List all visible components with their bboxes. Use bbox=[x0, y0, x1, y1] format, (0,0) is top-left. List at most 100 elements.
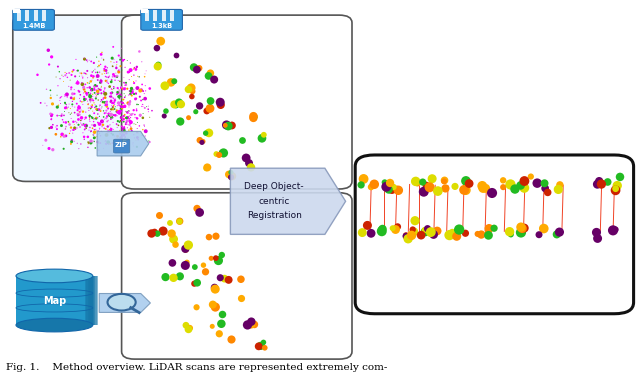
Point bbox=[129, 80, 140, 86]
Point bbox=[64, 110, 74, 116]
Point bbox=[90, 145, 100, 151]
Point bbox=[122, 86, 132, 92]
Point bbox=[108, 119, 118, 125]
Point bbox=[140, 105, 150, 111]
Bar bbox=[85, 276, 93, 325]
Point bbox=[125, 115, 136, 121]
Point bbox=[85, 129, 95, 135]
Point bbox=[477, 183, 487, 189]
Point bbox=[377, 228, 387, 234]
Point bbox=[131, 66, 141, 72]
Point bbox=[94, 113, 104, 119]
Point bbox=[93, 107, 103, 113]
Point bbox=[97, 118, 108, 124]
Point bbox=[132, 135, 143, 141]
Point bbox=[200, 269, 211, 275]
Point bbox=[401, 233, 411, 239]
Point bbox=[112, 124, 122, 130]
Point bbox=[46, 113, 56, 119]
Point bbox=[90, 116, 100, 122]
Point bbox=[99, 68, 109, 74]
Point bbox=[100, 99, 110, 105]
Point bbox=[115, 92, 125, 98]
Point bbox=[143, 106, 154, 112]
Point bbox=[77, 122, 88, 128]
Point bbox=[91, 70, 101, 76]
Point bbox=[106, 86, 116, 92]
Point bbox=[76, 70, 86, 76]
Polygon shape bbox=[97, 132, 149, 156]
Point bbox=[99, 95, 109, 101]
Point bbox=[143, 109, 154, 115]
Point bbox=[102, 65, 113, 71]
Point bbox=[137, 101, 147, 107]
Point bbox=[131, 114, 141, 120]
Point bbox=[92, 69, 102, 75]
Point bbox=[55, 95, 65, 101]
Point bbox=[109, 99, 119, 105]
Point bbox=[112, 121, 122, 127]
Point bbox=[260, 345, 270, 351]
Point bbox=[115, 119, 125, 125]
Point bbox=[106, 96, 116, 102]
Point bbox=[93, 73, 103, 79]
Point bbox=[140, 123, 150, 129]
Point bbox=[253, 343, 264, 349]
Point bbox=[139, 91, 149, 97]
Point bbox=[65, 130, 75, 136]
Point bbox=[96, 78, 106, 84]
Point bbox=[591, 229, 602, 235]
Point bbox=[96, 76, 106, 82]
Point bbox=[120, 93, 131, 99]
Point bbox=[224, 171, 234, 177]
Point bbox=[60, 70, 70, 76]
Point bbox=[116, 131, 126, 137]
Point bbox=[141, 88, 151, 94]
Point bbox=[195, 137, 205, 143]
Point bbox=[92, 107, 102, 113]
Point bbox=[506, 231, 516, 237]
Point bbox=[516, 224, 526, 230]
Point bbox=[84, 113, 95, 119]
Point bbox=[62, 74, 72, 81]
Point bbox=[79, 121, 89, 127]
Point bbox=[118, 126, 129, 132]
Point bbox=[201, 166, 211, 172]
Point bbox=[93, 119, 103, 125]
Point bbox=[104, 113, 115, 119]
Point bbox=[106, 106, 116, 112]
Point bbox=[92, 90, 102, 96]
Point bbox=[119, 137, 129, 143]
Point bbox=[64, 70, 74, 76]
Point bbox=[72, 120, 82, 126]
Point bbox=[115, 106, 125, 112]
Point bbox=[89, 135, 99, 141]
Point bbox=[120, 108, 131, 115]
Point bbox=[99, 57, 109, 63]
Point bbox=[189, 64, 199, 70]
Point bbox=[248, 115, 259, 121]
Point bbox=[145, 114, 155, 120]
Point bbox=[366, 184, 376, 190]
Point bbox=[66, 125, 76, 131]
FancyBboxPatch shape bbox=[13, 15, 173, 181]
Point bbox=[118, 100, 128, 106]
Point bbox=[68, 67, 79, 73]
Point bbox=[114, 53, 124, 59]
Point bbox=[112, 139, 122, 146]
Point bbox=[118, 116, 129, 122]
Point bbox=[192, 67, 202, 73]
Point bbox=[102, 102, 112, 108]
Point bbox=[86, 128, 96, 134]
Point bbox=[99, 108, 109, 114]
Point bbox=[117, 87, 127, 93]
Point bbox=[206, 255, 216, 261]
Point bbox=[113, 139, 124, 145]
Point bbox=[76, 115, 86, 121]
Point bbox=[110, 95, 120, 101]
Point bbox=[43, 47, 53, 53]
Point bbox=[77, 99, 87, 105]
Point bbox=[55, 98, 65, 104]
Point bbox=[132, 64, 142, 70]
Point bbox=[106, 76, 116, 82]
